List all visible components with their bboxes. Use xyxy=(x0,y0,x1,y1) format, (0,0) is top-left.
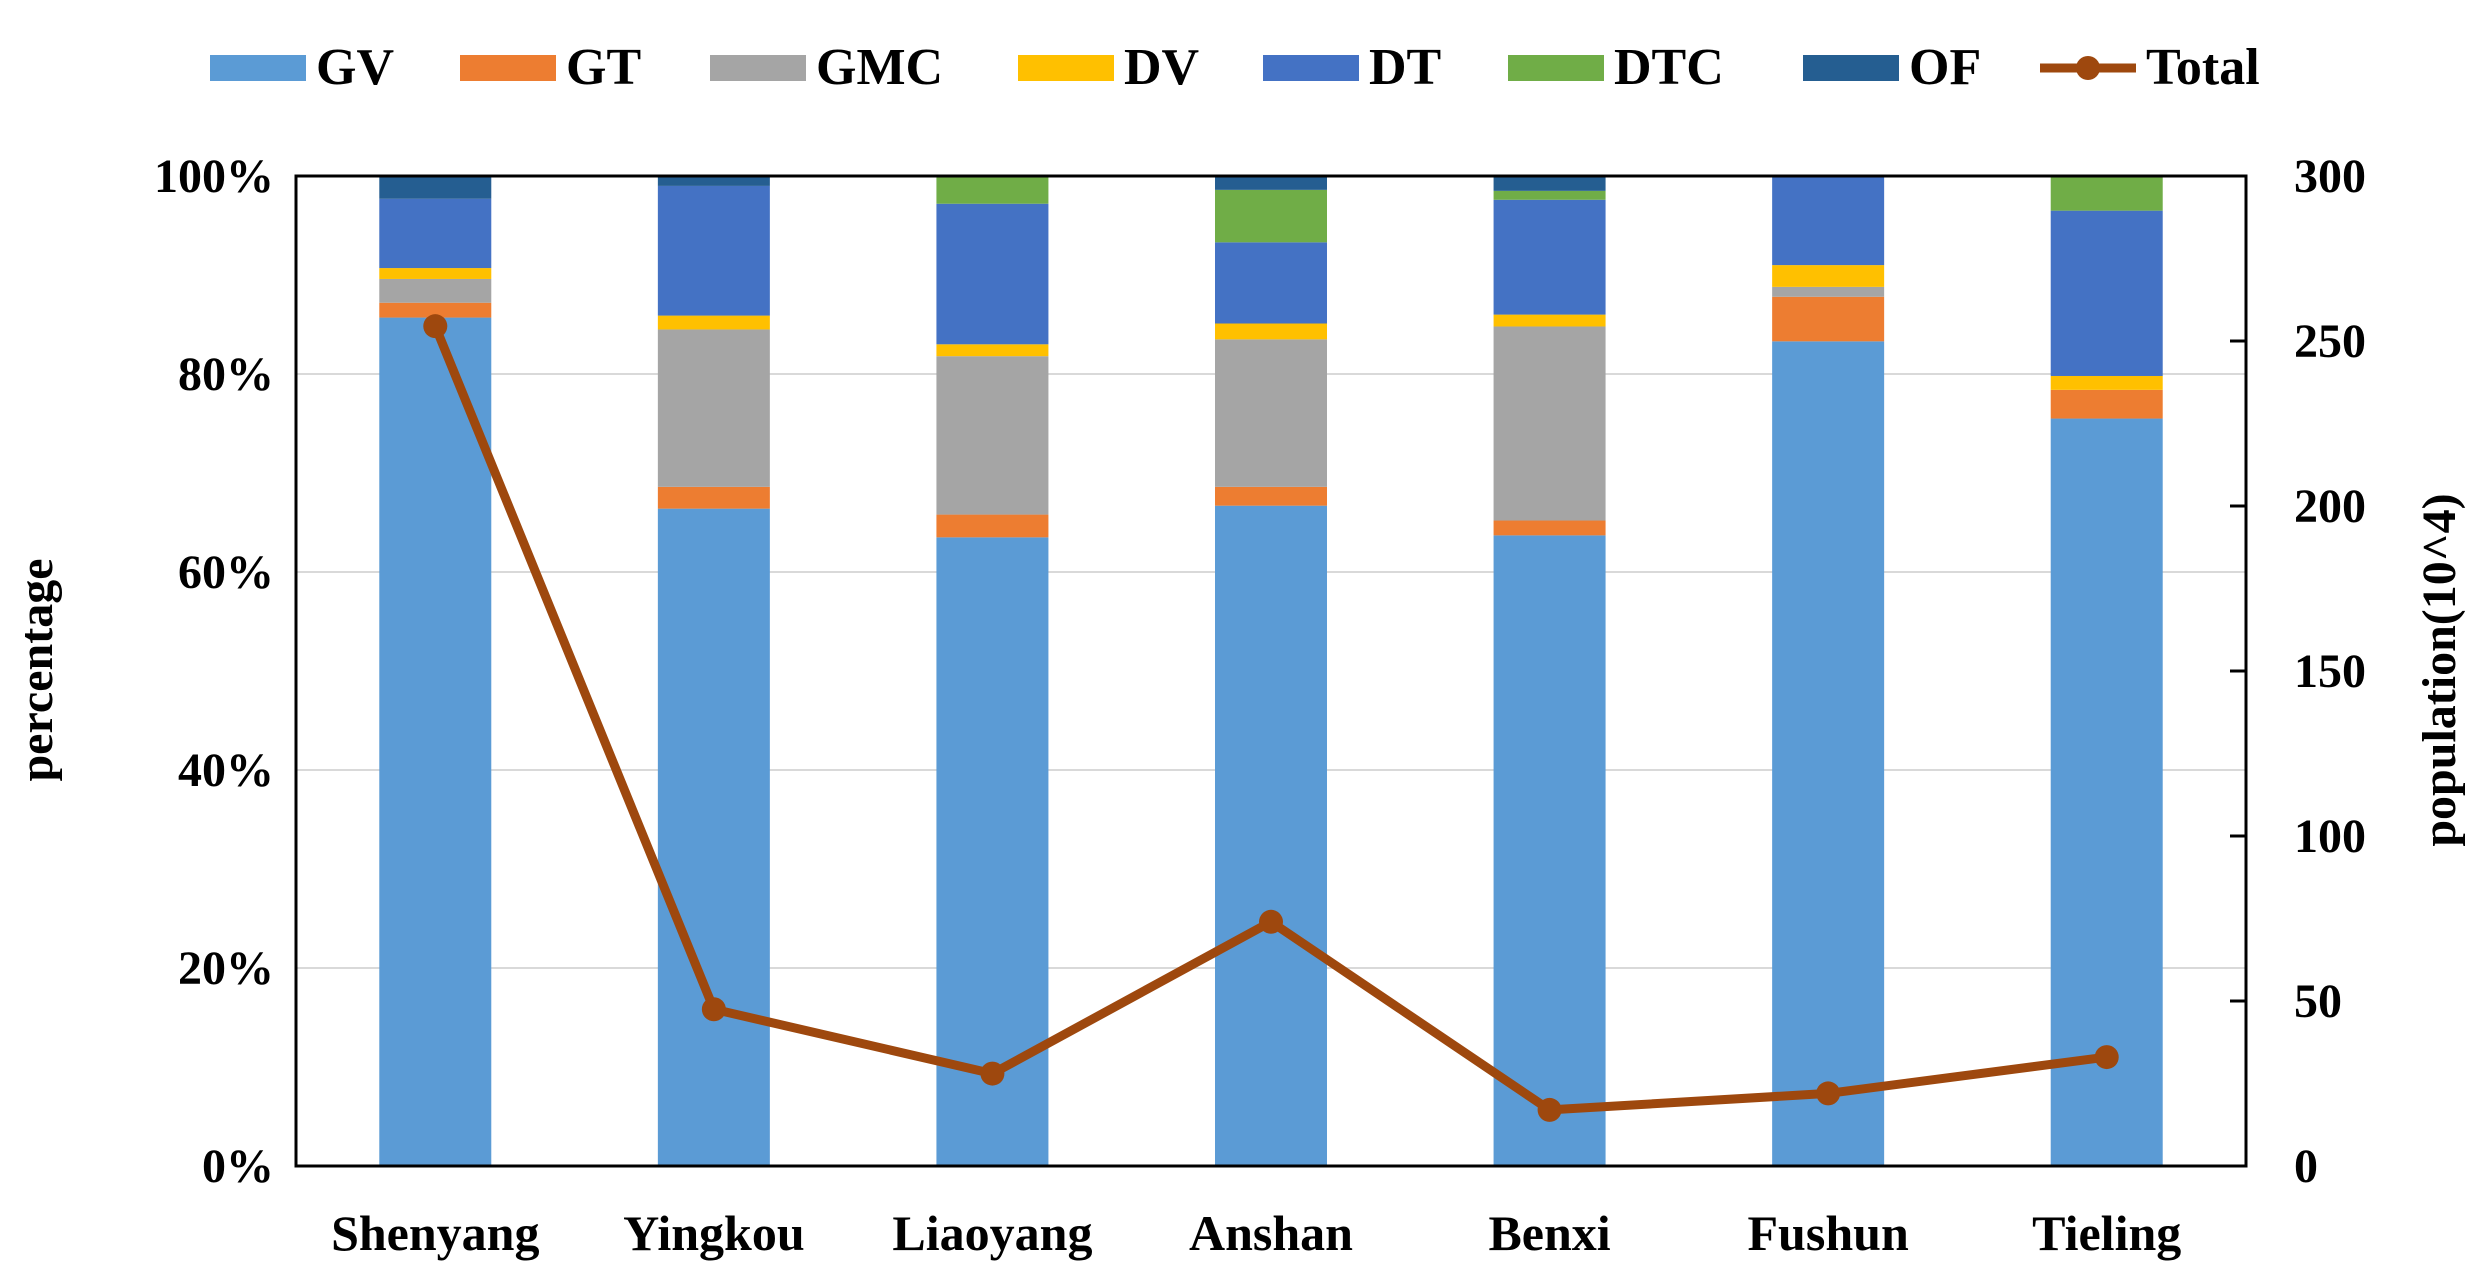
legend-swatch-gmc xyxy=(710,55,806,81)
bar-dv-fushun xyxy=(1772,265,1885,287)
y-tick-right: 50 xyxy=(2294,975,2342,1028)
bar-dt-liaoyang xyxy=(936,203,1049,345)
bar-gv-anshan xyxy=(1215,505,1327,1166)
x-tick-benxi: Benxi xyxy=(1488,1205,1610,1261)
bar-gt-liaoyang xyxy=(936,514,1049,538)
x-tick-yingkou: Yingkou xyxy=(623,1205,805,1261)
y-tick-right: 0 xyxy=(2294,1140,2318,1193)
x-tick-liaoyang: Liaoyang xyxy=(892,1205,1092,1261)
bar-gv-tieling xyxy=(2050,418,2163,1166)
total-point-benxi xyxy=(1537,1097,1562,1122)
bar-dv-shenyang xyxy=(379,268,492,279)
legend-swatch-of xyxy=(1803,55,1899,81)
y-tick-left: 0% xyxy=(202,1140,274,1193)
y-tick-left: 100% xyxy=(154,150,274,203)
legend-label-dt: DT xyxy=(1369,39,1441,96)
bar-dt-yingkou xyxy=(657,185,770,316)
bar-dt-anshan xyxy=(1215,242,1327,324)
y-tick-right: 100 xyxy=(2294,810,2366,863)
legend-label-gt: GT xyxy=(566,39,641,96)
legend-label-gv: GV xyxy=(316,39,394,96)
legend-label-gmc: GMC xyxy=(816,39,943,96)
bar-gt-tieling xyxy=(2050,389,2163,419)
legend: GV GT GMC DV DT DTC OF Total xyxy=(210,39,2260,96)
bar-of-shenyang xyxy=(379,176,492,199)
total-point-shenyang xyxy=(423,314,448,339)
bar-of-yingkou xyxy=(657,176,770,186)
bar-dt-shenyang xyxy=(379,198,492,269)
bar-dv-tieling xyxy=(2050,375,2163,390)
legend-swatch-dt xyxy=(1263,55,1359,81)
x-tick-anshan: Anshan xyxy=(1189,1205,1353,1261)
bar-gv-benxi xyxy=(1493,535,1606,1166)
legend-swatch-gv xyxy=(210,55,306,81)
legend-label-total: Total xyxy=(2146,39,2260,96)
y-tick-left: 20% xyxy=(178,942,274,995)
bar-dtc-tieling xyxy=(2050,176,2163,211)
bar-dtc-anshan xyxy=(1215,189,1327,243)
bar-gmc-anshan xyxy=(1215,339,1327,487)
legend-swatch-dv xyxy=(1018,55,1114,81)
bar-gmc-liaoyang xyxy=(936,356,1049,515)
bar-of-anshan xyxy=(1215,176,1327,190)
total-point-liaoyang xyxy=(980,1061,1005,1086)
bar-gv-yingkou xyxy=(657,508,770,1166)
bars xyxy=(379,176,2163,1167)
bar-gv-shenyang xyxy=(379,317,492,1166)
bar-dv-benxi xyxy=(1493,314,1606,327)
legend-swatch-dtc xyxy=(1508,55,1604,81)
y-tick-right: 300 xyxy=(2294,150,2366,203)
bar-gt-anshan xyxy=(1215,486,1327,506)
x-tick-fushun: Fushun xyxy=(1748,1205,1909,1261)
bar-dt-fushun xyxy=(1772,176,1885,266)
bar-gt-benxi xyxy=(1493,520,1606,536)
bar-gmc-yingkou xyxy=(657,329,770,487)
bar-dt-benxi xyxy=(1493,199,1606,315)
bar-dv-liaoyang xyxy=(936,344,1049,357)
total-point-tieling xyxy=(2094,1045,2119,1070)
total-point-fushun xyxy=(1816,1081,1841,1106)
legend-swatch-gt xyxy=(460,55,556,81)
bar-dt-tieling xyxy=(2050,210,2163,376)
total-line xyxy=(423,314,2119,1122)
bar-gmc-fushun xyxy=(1772,286,1885,297)
total-point-yingkou xyxy=(701,997,726,1022)
y-tick-right: 150 xyxy=(2294,645,2366,698)
y-tick-right: 250 xyxy=(2294,315,2366,368)
axes: 0% 20% 40% 60% 80% 100% 0 50 100 150 200 250 300 Shen… xyxy=(154,150,2366,1261)
legend-label-dv: DV xyxy=(1124,39,1199,96)
y-tick-left: 80% xyxy=(178,348,274,401)
bar-gmc-benxi xyxy=(1493,326,1606,521)
bar-gt-fushun xyxy=(1772,296,1885,342)
bar-dv-anshan xyxy=(1215,323,1327,340)
bar-of-benxi xyxy=(1493,176,1606,191)
bar-gmc-shenyang xyxy=(379,278,492,303)
bar-gt-shenyang xyxy=(379,302,492,318)
bar-dv-yingkou xyxy=(657,315,770,330)
legend-swatch-marker xyxy=(2076,56,2100,80)
x-tick-tieling: Tieling xyxy=(2032,1205,2181,1261)
legend-label-of: OF xyxy=(1909,39,1981,96)
y-axis-title-right: population(10^4) xyxy=(2413,493,2466,846)
bar-dtc-benxi xyxy=(1493,190,1606,200)
bar-gv-fushun xyxy=(1772,341,1885,1167)
x-tick-shenyang: Shenyang xyxy=(331,1205,539,1261)
y-axis-title-left: percentage xyxy=(10,558,63,781)
y-tick-left: 60% xyxy=(178,546,274,599)
bar-gt-yingkou xyxy=(657,486,770,509)
bar-dtc-liaoyang xyxy=(936,176,1049,204)
y-tick-left: 40% xyxy=(178,744,274,797)
y-tick-right: 200 xyxy=(2294,480,2366,533)
legend-label-dtc: DTC xyxy=(1614,39,1724,96)
total-point-anshan xyxy=(1259,909,1283,934)
